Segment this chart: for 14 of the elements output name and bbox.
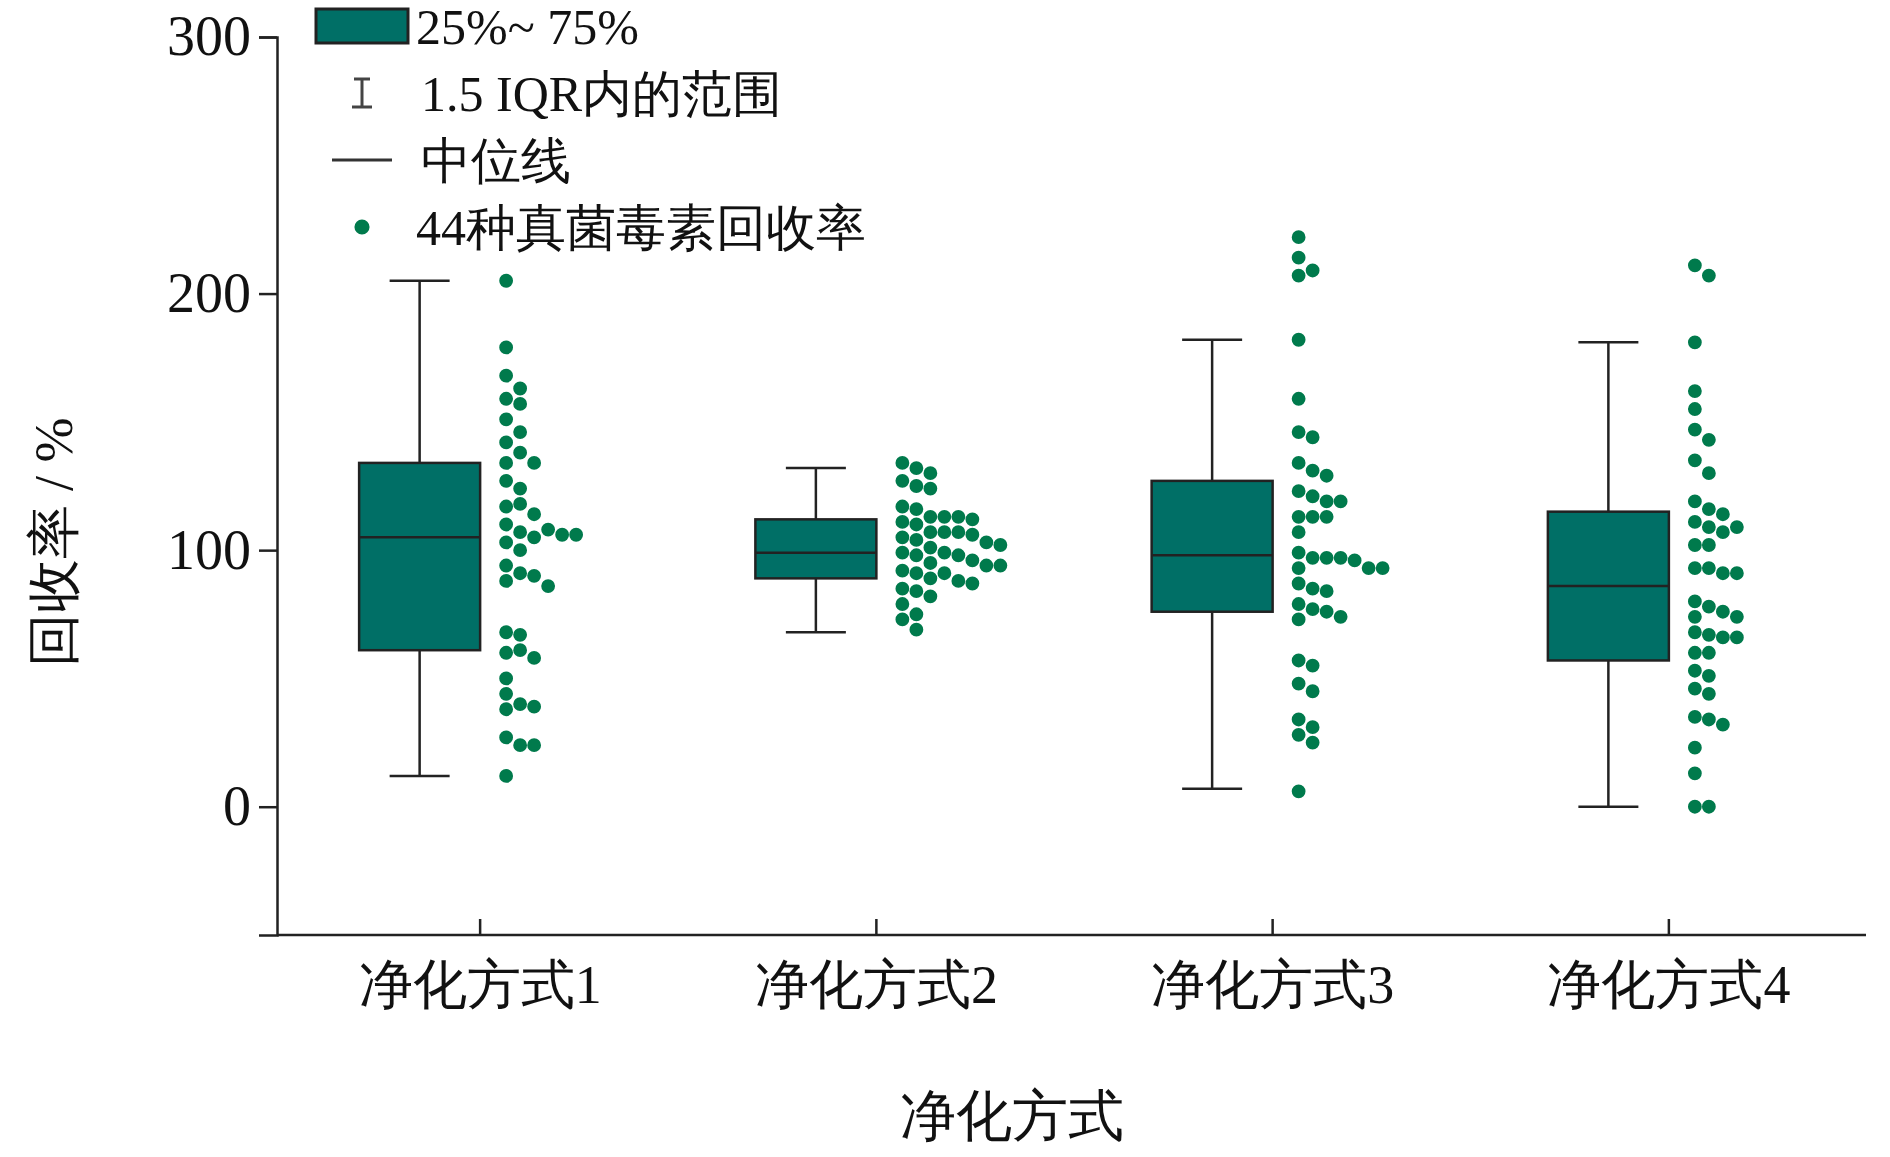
x-tick-label: 净化方式4: [1547, 955, 1791, 1016]
annotation: 1.5 IQR内的范围: [421, 66, 783, 122]
y-axis-title: 回收率 / %: [24, 417, 84, 667]
x-tick-label: 净化方式1: [358, 955, 602, 1016]
x-tick-label: 净化方式3: [1151, 955, 1395, 1016]
annotation: 中位线: [421, 133, 571, 189]
legend-label: 44种真菌毒素回收率: [416, 200, 866, 256]
y-tick-label: 300: [167, 5, 251, 68]
y-tick-label: 0: [223, 775, 251, 838]
y-tick-label: 200: [167, 261, 251, 324]
y-tick-label: 100: [167, 518, 251, 581]
x-tick-label: 净化方式2: [754, 955, 998, 1016]
x-axis-title: 净化方式: [900, 1085, 1124, 1147]
legend-label: 25%~ 75%: [416, 0, 639, 55]
